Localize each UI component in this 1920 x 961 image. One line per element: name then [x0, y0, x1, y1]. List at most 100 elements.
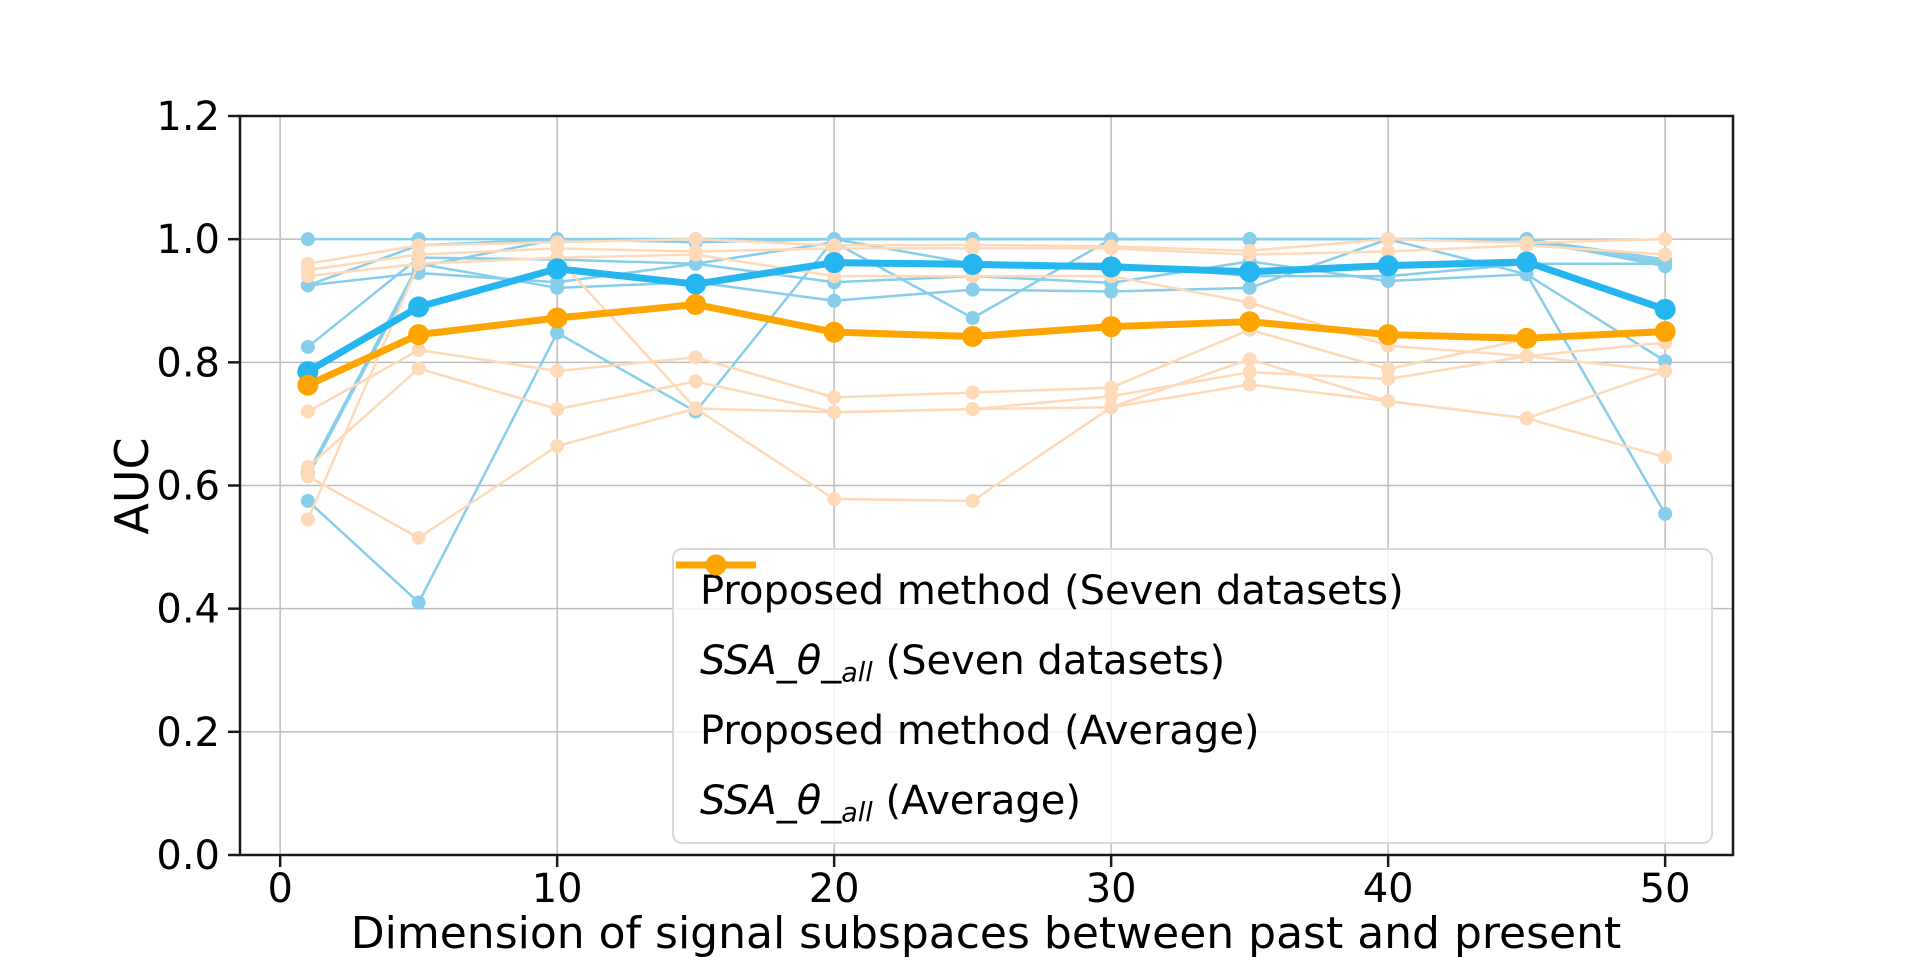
legend-line-sample [676, 554, 756, 576]
y-tick-label: 0.8 [156, 340, 220, 386]
series-average-proposed-marker [962, 253, 984, 275]
legend-item: Proposed method (Average) [674, 554, 1711, 754]
series-individual-ssa-marker [411, 343, 426, 358]
series-individual-ssa-marker [1658, 450, 1673, 465]
series-individual-ssa-marker [1658, 232, 1673, 247]
series-individual-proposed-marker [550, 275, 565, 290]
series-average-ssa-marker [1654, 321, 1676, 343]
series-individual-ssa-marker [1519, 411, 1534, 426]
legend-item-label: Proposed method (Seven datasets) [700, 568, 1404, 614]
series-individual-ssa-marker [1381, 371, 1396, 386]
x-tick-label: 0 [267, 866, 292, 912]
x-tick-label: 20 [809, 866, 860, 912]
y-tick-label: 0.6 [156, 464, 220, 510]
series-individual-ssa-marker [827, 269, 842, 284]
series-individual-proposed-marker [300, 339, 315, 354]
series-individual-ssa-marker [411, 361, 426, 376]
legend-item-label: Proposed method (Average) [700, 708, 1260, 754]
series-individual-ssa-marker [1381, 394, 1396, 409]
legend-item-label: SSA_θ_all (Seven datasets) [700, 638, 1226, 689]
series-average-proposed-marker [546, 258, 568, 280]
series-average-proposed-marker [685, 273, 707, 295]
series-average-ssa-marker [297, 374, 319, 396]
series-average-ssa-marker [408, 324, 430, 346]
legend-item: SSA_θ_all (Average) [674, 554, 1711, 829]
series-individual-ssa-line [306, 256, 1667, 521]
series-average-ssa-marker [1239, 311, 1261, 333]
y-tick-label: 0.0 [156, 833, 220, 879]
series-individual-ssa-marker [1242, 352, 1257, 367]
y-tick-label: 0.2 [156, 710, 220, 756]
series-individual-ssa-line [306, 328, 1667, 413]
series-individual-ssa-marker [300, 404, 315, 419]
series-average-proposed-marker [1516, 251, 1538, 273]
series-individual-ssa-marker [1104, 241, 1119, 256]
series-individual-ssa-marker [1104, 400, 1119, 415]
y-tick-label: 1.0 [156, 217, 220, 263]
series-average-proposed-marker [408, 296, 430, 318]
series-individual-ssa-marker [688, 247, 703, 262]
series-individual-ssa-marker [1242, 377, 1257, 392]
series-individual-ssa-marker [827, 405, 842, 420]
x-axis-label: Dimension of signal subspaces between pa… [350, 908, 1622, 959]
series-individual-ssa-marker [1658, 247, 1673, 262]
series-average-ssa-marker [546, 307, 568, 329]
series-individual-proposed-marker [1242, 280, 1257, 295]
series-individual-ssa-marker [1658, 363, 1673, 378]
series-individual-ssa-marker [1519, 349, 1534, 364]
series-individual-ssa-marker [1381, 244, 1396, 259]
series-average-proposed-marker [823, 252, 845, 274]
series-individual-proposed-line [306, 237, 1667, 478]
series-individual-ssa-marker [965, 385, 980, 400]
series-individual-proposed-marker [300, 493, 315, 508]
series-individual-ssa-marker [965, 493, 980, 508]
series-average-proposed-marker [1377, 255, 1399, 277]
series-average-ssa-marker [1100, 316, 1122, 338]
series-individual-ssa-marker [300, 512, 315, 527]
series-individual-ssa-marker [550, 363, 565, 378]
series-individual-ssa-marker [1242, 247, 1257, 262]
series-individual-proposed-marker [300, 232, 315, 247]
series-individual-proposed-marker [965, 310, 980, 325]
series-average-ssa-line [304, 300, 1669, 389]
series-individual-ssa-marker [827, 241, 842, 256]
series-individual-ssa-line [306, 354, 1667, 469]
series-average-ssa-marker [685, 293, 707, 315]
series-individual-ssa-marker [688, 350, 703, 365]
y-axis-label: AUC [105, 437, 159, 535]
series-individual-ssa-marker [688, 401, 703, 416]
series-individual-ssa-marker [827, 492, 842, 507]
series-individual-proposed-marker [827, 293, 842, 308]
series-individual-ssa-marker [300, 269, 315, 284]
series-individual-ssa-marker [1381, 362, 1396, 377]
x-tick-label: 10 [532, 866, 583, 912]
series-individual-proposed-marker [1658, 506, 1673, 521]
y-tick-label: 1.2 [156, 94, 220, 140]
y-tick-label: 0.4 [156, 587, 220, 633]
series-individual-ssa-marker [827, 390, 842, 405]
series-individual-proposed-marker [550, 325, 565, 340]
series-average-proposed-marker [1239, 261, 1261, 283]
series-individual-proposed-marker [1104, 284, 1119, 299]
series-individual-ssa-marker [411, 256, 426, 271]
series-individual-ssa-marker [965, 402, 980, 417]
series-individual-ssa-marker [1242, 365, 1257, 380]
series-individual-proposed-marker [1242, 232, 1257, 247]
series-individual-ssa-marker [550, 439, 565, 454]
series-individual-ssa-marker [688, 232, 703, 247]
series-individual-ssa-marker [1519, 238, 1534, 253]
series-average-proposed-marker [1654, 298, 1676, 320]
series-average-ssa-marker [962, 325, 984, 347]
series-individual-ssa-marker [1104, 389, 1119, 404]
series-individual-proposed-marker [411, 595, 426, 610]
series-individual-ssa-marker [411, 530, 426, 545]
series-individual-ssa-marker [300, 469, 315, 484]
series-individual-proposed-marker [965, 282, 980, 297]
legend-item: Proposed method (Seven datasets) [674, 558, 1711, 614]
x-tick-label: 40 [1363, 866, 1414, 912]
legend-item-label: SSA_θ_all (Average) [700, 778, 1081, 829]
series-individual-ssa-marker [1381, 232, 1396, 247]
